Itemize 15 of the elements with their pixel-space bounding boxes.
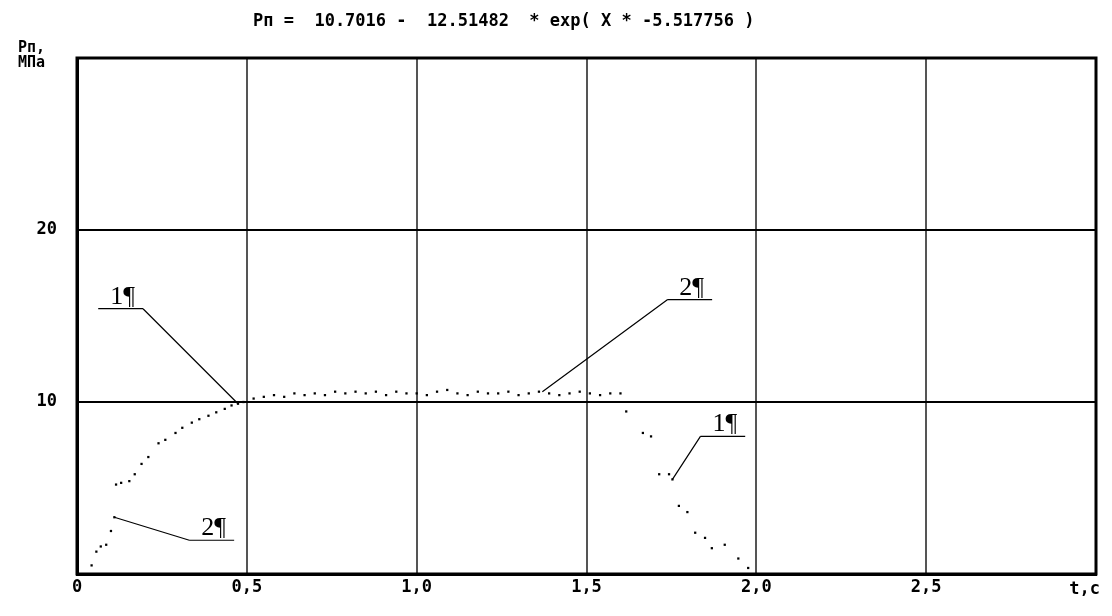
annotation: 1¶ [712, 408, 738, 438]
chart-title: Pп = 10.7016 - 12.51482 * exp( X * -5.517756 ) [253, 10, 755, 30]
x-tick-label: 2,0 [740, 575, 772, 596]
x-tick-label: 0,5 [231, 575, 263, 596]
x-tick-label: 0 [71, 575, 83, 596]
x-axis-title: t,c [1069, 578, 1100, 598]
annotation: 2¶ [679, 271, 705, 301]
y-tick-label: 20 [36, 218, 57, 239]
x-tick-label: 1,5 [571, 575, 602, 596]
y-tick-label: 10 [36, 390, 57, 411]
annotation: 1¶ [110, 280, 136, 310]
x-tick-label: 1,0 [401, 575, 433, 596]
x-tick-label: 2,5 [910, 575, 942, 596]
y-axis-title: Pп, МПа [18, 38, 46, 71]
annotation: 2¶ [201, 512, 227, 542]
